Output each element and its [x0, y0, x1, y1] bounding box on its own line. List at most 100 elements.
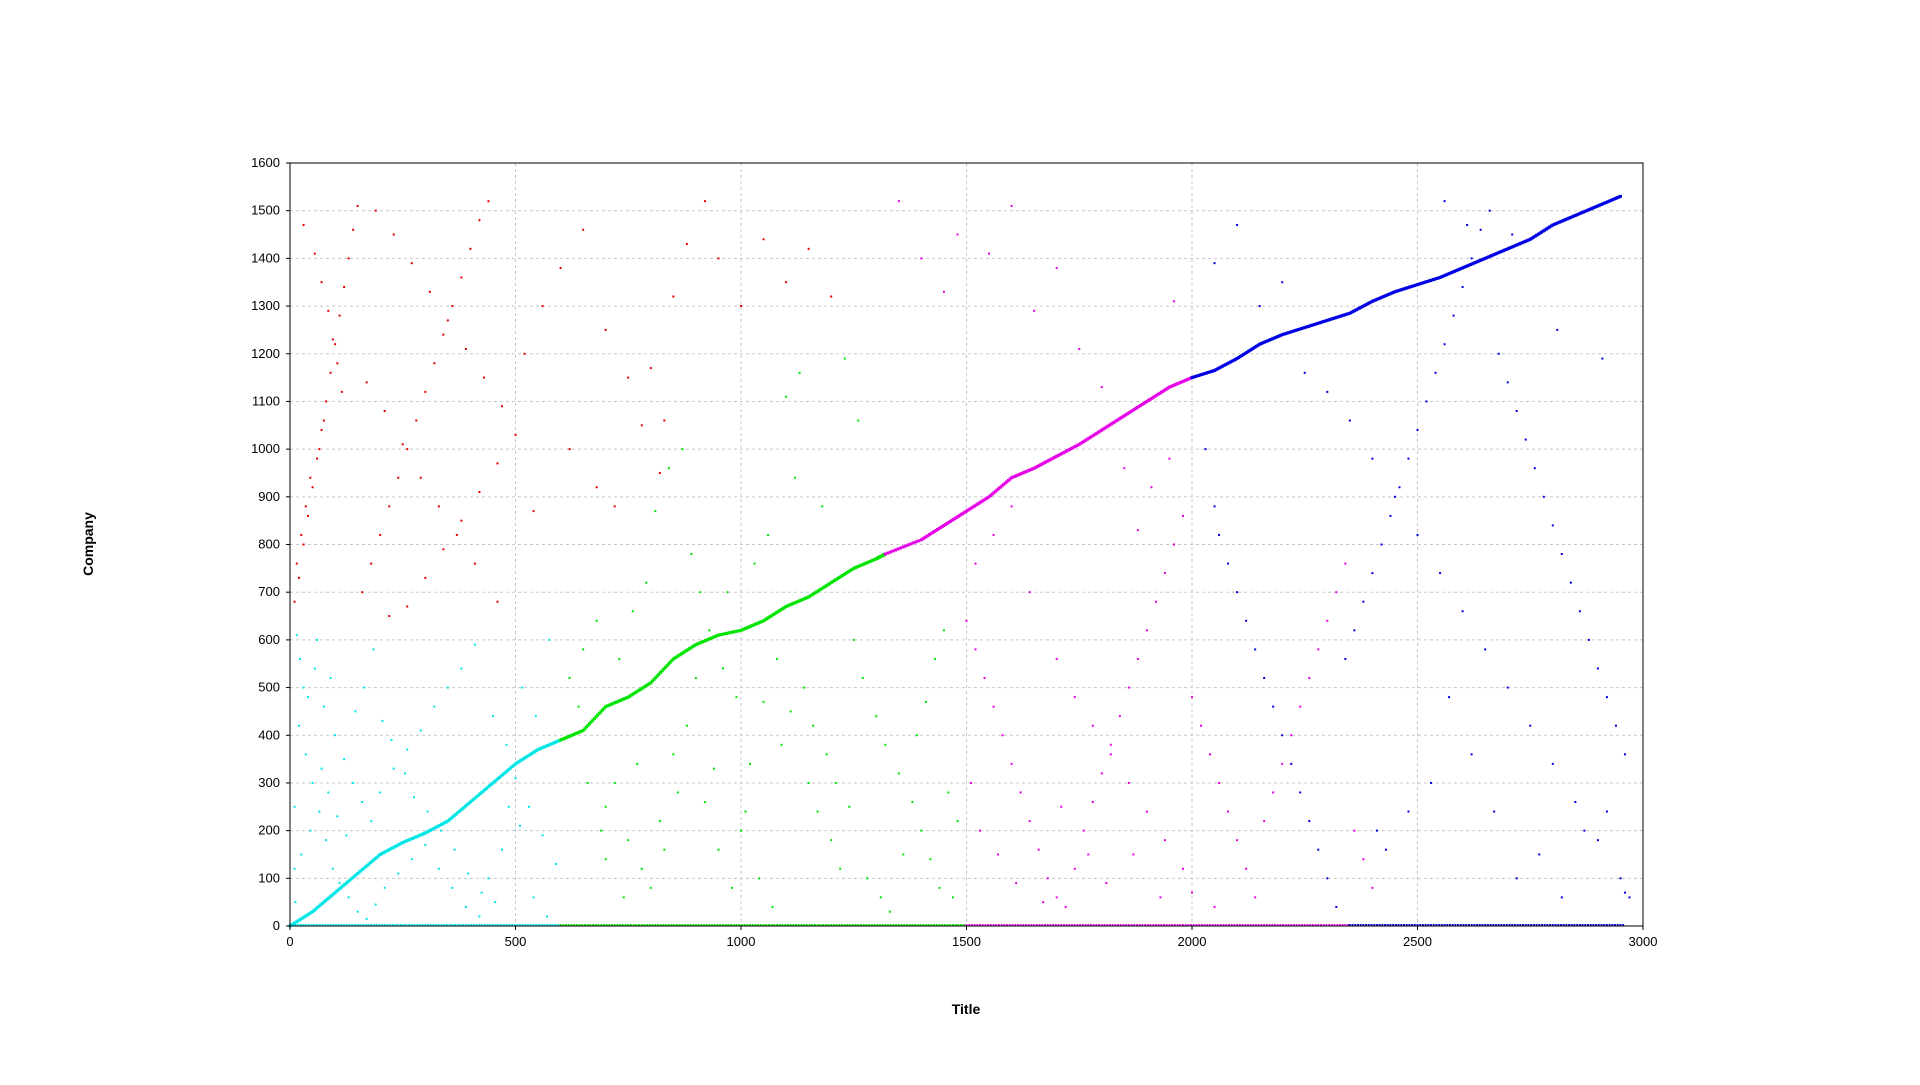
data-point	[470, 799, 474, 803]
data-point	[1281, 762, 1284, 765]
data-point	[1438, 275, 1442, 279]
data-point	[1276, 924, 1279, 927]
data-point	[1114, 419, 1118, 423]
data-point	[657, 924, 660, 927]
data-point	[929, 858, 932, 861]
data-point	[1359, 924, 1362, 927]
data-point	[343, 882, 347, 886]
data-point	[1473, 260, 1477, 264]
data-point	[1520, 241, 1524, 245]
data-point	[1236, 839, 1239, 842]
data-point	[1589, 924, 1592, 927]
data-point	[478, 792, 482, 796]
data-point	[753, 622, 757, 626]
data-point	[419, 476, 422, 479]
data-point	[932, 530, 936, 534]
data-point	[1420, 281, 1424, 285]
data-point	[464, 905, 467, 908]
data-point	[965, 619, 968, 622]
data-point	[762, 238, 765, 241]
data-point	[510, 765, 514, 769]
data-point	[1073, 867, 1076, 870]
data-point	[979, 500, 983, 504]
data-point	[1615, 196, 1619, 200]
data-point	[1560, 553, 1563, 556]
data-point	[1284, 924, 1287, 927]
data-point	[1538, 231, 1542, 235]
data-point	[1443, 200, 1446, 203]
data-point	[1103, 924, 1106, 927]
data-point	[302, 924, 305, 927]
data-point	[1404, 286, 1408, 290]
data-point	[392, 233, 395, 236]
data-point	[1596, 839, 1599, 842]
data-point	[1279, 333, 1283, 337]
data-point	[657, 672, 661, 676]
data-point	[1370, 299, 1374, 303]
data-point	[1165, 924, 1168, 927]
data-point	[1179, 380, 1183, 384]
data-point	[1577, 212, 1581, 216]
data-point	[907, 543, 911, 547]
data-point	[394, 924, 397, 927]
data-point	[1050, 457, 1054, 461]
y-tick-label: 1000	[251, 441, 280, 456]
data-point	[1503, 924, 1506, 927]
data-point	[1333, 924, 1336, 927]
data-point	[424, 843, 427, 846]
data-point	[402, 924, 405, 927]
data-point	[467, 924, 470, 927]
data-point	[437, 505, 440, 508]
data-point	[480, 891, 483, 894]
data-point	[640, 424, 643, 427]
data-point	[1446, 924, 1449, 927]
data-point	[410, 836, 414, 840]
data-point	[388, 505, 391, 508]
data-point	[1103, 426, 1107, 430]
data-point	[1529, 724, 1532, 727]
data-point	[472, 797, 476, 801]
data-point	[1430, 781, 1433, 784]
data-point	[437, 867, 440, 870]
data-point	[1071, 924, 1074, 927]
data-point	[694, 643, 698, 647]
data-point	[917, 539, 921, 543]
data-point	[1389, 514, 1392, 517]
data-point	[1159, 390, 1163, 394]
data-point	[639, 687, 643, 691]
data-point	[1493, 810, 1496, 813]
data-point	[884, 743, 887, 746]
data-point	[1454, 269, 1458, 273]
data-point	[1066, 448, 1070, 452]
data-point	[1097, 430, 1101, 434]
data-point	[1489, 924, 1492, 927]
data-point	[312, 908, 316, 912]
data-point	[990, 492, 994, 496]
data-point	[1277, 334, 1281, 338]
data-point	[1401, 287, 1405, 291]
data-point	[600, 924, 603, 927]
data-point	[1452, 314, 1455, 317]
data-point	[974, 648, 977, 651]
data-point	[1181, 514, 1184, 517]
data-point	[383, 886, 386, 889]
data-point	[922, 924, 925, 927]
data-point	[651, 924, 654, 927]
data-point	[1242, 352, 1246, 356]
data-point	[1200, 373, 1204, 377]
data-point	[370, 924, 373, 927]
data-point	[1543, 924, 1546, 927]
data-point	[843, 357, 846, 360]
data-point	[740, 924, 743, 927]
data-point	[372, 858, 376, 862]
data-point	[1316, 321, 1320, 325]
data-point	[1326, 619, 1329, 622]
data-point	[588, 722, 592, 726]
data-point	[1412, 284, 1416, 288]
data-point	[1478, 258, 1482, 262]
data-point	[794, 476, 797, 479]
data-point	[970, 781, 973, 784]
y-tick-label: 700	[258, 584, 280, 599]
data-point	[888, 550, 892, 554]
data-point	[367, 862, 371, 866]
